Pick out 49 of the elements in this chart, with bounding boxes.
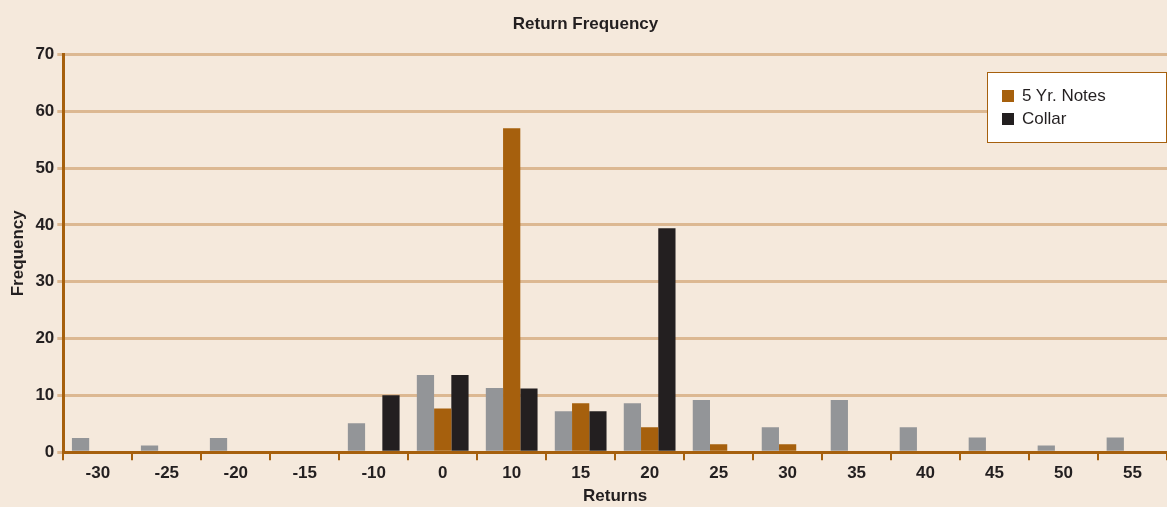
bar	[623, 403, 642, 451]
x-tick-label: -10	[361, 463, 387, 483]
y-tick-label: 70	[35, 44, 55, 64]
x-tick-label: 50	[1054, 463, 1073, 483]
legend-label: 5 Yr. Notes	[1022, 86, 1106, 106]
y-tick-label: 20	[35, 328, 55, 348]
bar	[71, 437, 90, 451]
chart-title: Return Frequency	[512, 13, 659, 33]
x-tick-label: -30	[85, 463, 111, 483]
y-tick-label: 30	[35, 271, 55, 291]
x-tick-label: 0	[437, 463, 448, 483]
bar	[209, 437, 228, 451]
bar	[1106, 437, 1124, 451]
y-tick-label: 50	[35, 157, 55, 177]
x-tick-label: 10	[502, 463, 522, 483]
y-tick-label: 10	[35, 385, 55, 405]
bar	[830, 399, 848, 451]
bar	[451, 374, 469, 451]
bar	[658, 228, 676, 451]
x-tick-label: 15	[571, 463, 591, 483]
x-tick-label: 20	[640, 463, 660, 483]
y-axis-title: Frequency	[7, 209, 27, 297]
x-tick-label: -25	[154, 463, 180, 483]
legend-label: Collar	[1022, 109, 1067, 129]
bar	[554, 411, 573, 451]
bar	[416, 374, 435, 451]
bar	[692, 399, 710, 451]
y-tick-label: 0	[44, 441, 55, 461]
bar	[485, 387, 504, 451]
x-tick-label: 30	[778, 463, 798, 483]
bar	[382, 395, 400, 451]
y-tick-label: 40	[35, 214, 55, 234]
x-tick-label: 35	[847, 463, 867, 483]
bar	[589, 411, 607, 451]
x-axis-title: Returns	[583, 486, 648, 506]
bar	[347, 423, 366, 451]
x-tick-label: 55	[1123, 463, 1142, 483]
x-tick-label: 25	[709, 463, 729, 483]
x-tick-label: 45	[985, 463, 1005, 483]
bar	[1037, 445, 1055, 451]
y-tick-label: 60	[35, 100, 55, 120]
x-tick-label: -20	[223, 463, 249, 483]
bar	[899, 427, 917, 451]
x-tick-label: 40	[916, 463, 936, 483]
x-tick-label: -15	[292, 463, 318, 483]
bar	[968, 437, 986, 451]
bar	[520, 388, 538, 451]
bar	[140, 445, 159, 451]
bar	[761, 427, 779, 451]
